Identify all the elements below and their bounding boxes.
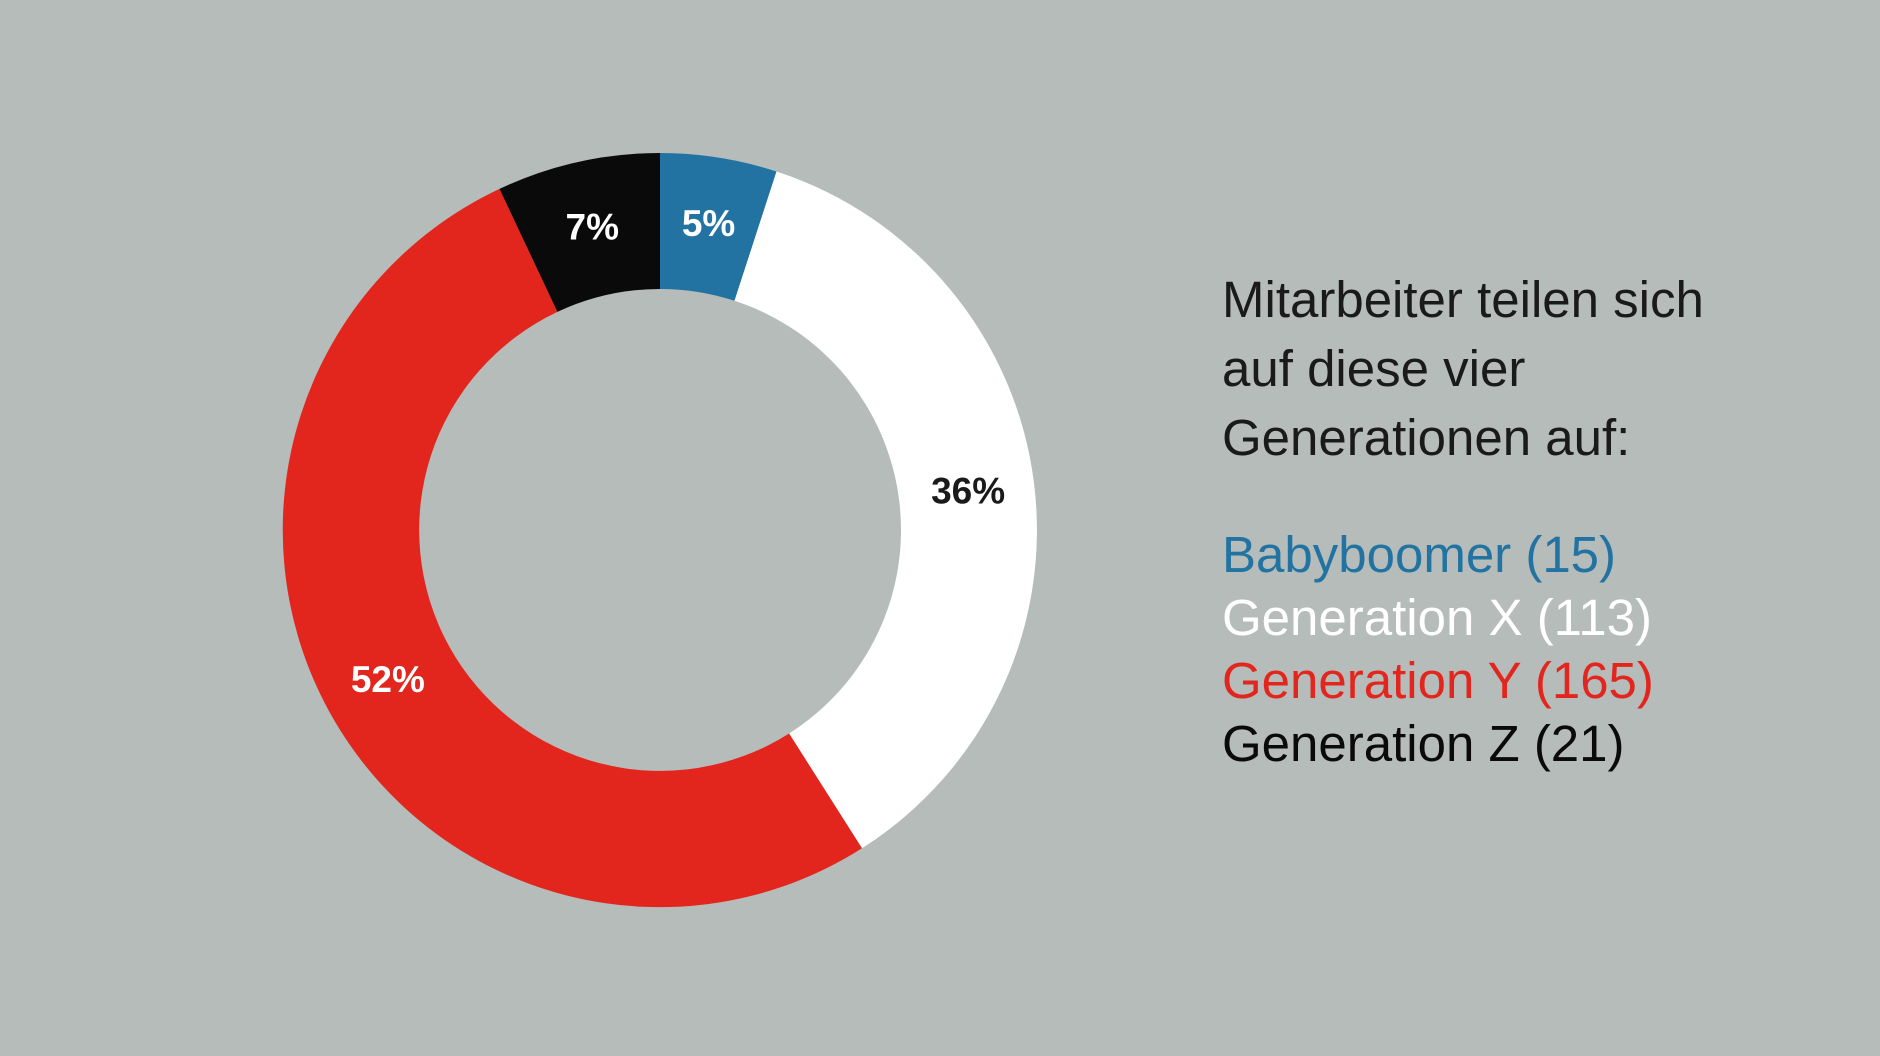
description-line-2: auf diese vier (1222, 340, 1526, 397)
slice-label-generation-x: 36% (931, 471, 1005, 512)
legend-item-generation-y: Generation Y (165) (1222, 652, 1654, 709)
chart-description: Mitarbeiter teilen sich auf diese vier G… (1222, 265, 1704, 472)
legend-item-babyboomer: Babyboomer (15) (1222, 526, 1617, 583)
description-line-1: Mitarbeiter teilen sich (1222, 271, 1704, 328)
slice-label-generation-z: 7% (566, 207, 619, 248)
donut-slice-generation-y (282, 188, 862, 908)
donut-slice-generation-z (499, 153, 660, 312)
donut-slice-babyboomer (660, 153, 777, 301)
donut-slice-generation-x (734, 171, 1037, 849)
legend-item-generation-z: Generation Z (21) (1222, 715, 1625, 772)
chart-legend: Babyboomer (15) Generation X (113) Gener… (1222, 523, 1654, 775)
slice-label-generation-y: 52% (351, 659, 425, 700)
slice-label-babyboomer: 5% (682, 203, 735, 244)
legend-item-generation-x: Generation X (113) (1222, 589, 1652, 646)
description-line-3: Generationen auf: (1222, 409, 1631, 466)
